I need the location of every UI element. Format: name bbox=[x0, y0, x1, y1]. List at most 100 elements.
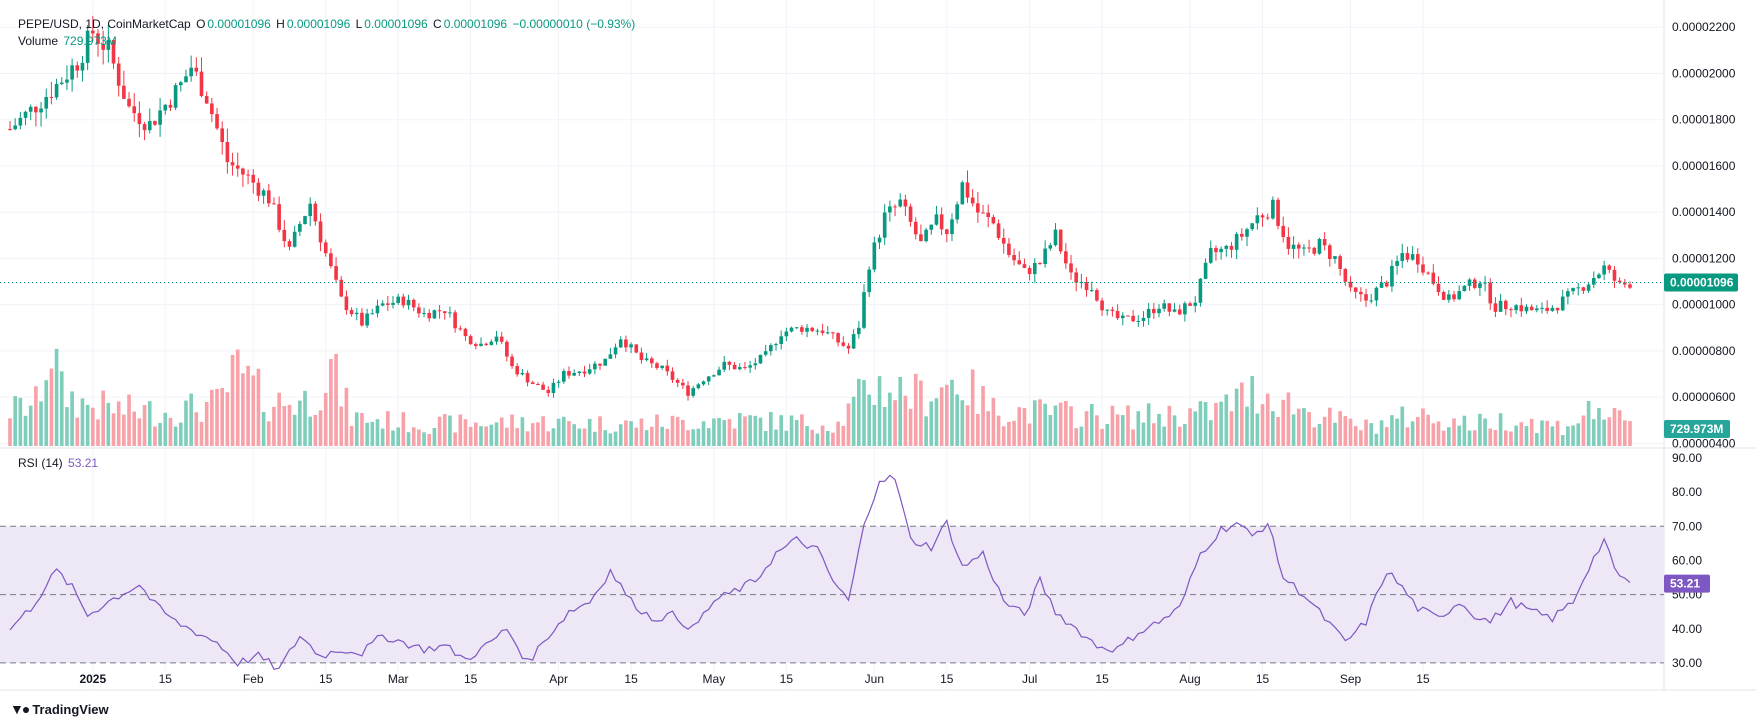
time-tick-label: 15 bbox=[1256, 672, 1270, 686]
volume-bar bbox=[546, 431, 551, 446]
candle-body bbox=[417, 307, 421, 314]
candle-body bbox=[1612, 269, 1617, 281]
volume-bar bbox=[1043, 403, 1047, 446]
candle-body bbox=[1421, 264, 1425, 273]
volume-bar bbox=[1353, 426, 1358, 446]
volume-bar bbox=[1022, 408, 1027, 446]
volume-bar bbox=[1177, 426, 1182, 446]
candle-body bbox=[1012, 254, 1016, 261]
volume-bar bbox=[763, 430, 768, 446]
time-tick-label: 15 bbox=[624, 672, 638, 686]
candle-body bbox=[1395, 260, 1399, 266]
volume-bar bbox=[1027, 423, 1032, 446]
volume-bar bbox=[541, 416, 545, 446]
candle-body bbox=[1302, 247, 1306, 249]
volume-bar bbox=[292, 414, 297, 446]
volume-bar bbox=[737, 413, 742, 446]
candle-body bbox=[1415, 254, 1420, 265]
candle-body bbox=[1535, 308, 1539, 311]
volume-bar bbox=[779, 415, 783, 446]
volume-bar bbox=[515, 428, 520, 446]
candle-body bbox=[1095, 290, 1099, 301]
candle-body bbox=[401, 296, 406, 306]
volume-bar bbox=[1535, 433, 1539, 446]
candle-body bbox=[613, 347, 618, 355]
volume-bar bbox=[318, 410, 323, 446]
rsi-line bbox=[9, 474, 1631, 670]
volume-bar bbox=[970, 369, 975, 446]
candle-body bbox=[1550, 307, 1555, 311]
candle-body bbox=[1120, 315, 1125, 319]
volume-bar bbox=[696, 428, 701, 446]
volume-bar bbox=[256, 368, 261, 446]
volume-bar bbox=[1566, 426, 1570, 446]
volume-bars bbox=[8, 348, 1632, 446]
candle-body bbox=[448, 312, 452, 314]
volume-bar bbox=[567, 421, 571, 446]
volume-bar bbox=[1136, 411, 1141, 446]
candle-body bbox=[877, 237, 882, 243]
volume-bar bbox=[1074, 428, 1079, 446]
volume-bar bbox=[1291, 414, 1296, 446]
candle-body bbox=[857, 327, 861, 335]
candle-body bbox=[1327, 245, 1332, 259]
candle-body bbox=[1405, 253, 1410, 260]
volume-bar bbox=[1467, 430, 1472, 446]
candle-body bbox=[919, 234, 923, 242]
volume-bar bbox=[815, 433, 820, 446]
candle-body bbox=[106, 40, 111, 50]
volume-bar bbox=[1105, 424, 1110, 446]
volume-bar bbox=[831, 432, 835, 446]
volume-bar bbox=[1369, 423, 1374, 446]
volume-bar bbox=[572, 424, 576, 446]
volume-bar bbox=[91, 407, 95, 446]
volume-bar bbox=[598, 416, 602, 446]
volume-bar bbox=[608, 433, 613, 446]
candle-body bbox=[422, 312, 426, 314]
candle-body bbox=[1167, 303, 1172, 312]
candle-body bbox=[1338, 256, 1342, 269]
volume-bar bbox=[1214, 402, 1218, 446]
volume-bar bbox=[1524, 426, 1529, 446]
candle-body bbox=[536, 384, 540, 386]
candle-body bbox=[774, 344, 778, 346]
time-tick-label: Jul bbox=[1022, 672, 1037, 686]
candle-body bbox=[489, 341, 494, 345]
volume-bar bbox=[976, 413, 980, 446]
candle-body bbox=[204, 96, 209, 104]
candle-body bbox=[1317, 239, 1322, 254]
symbol-title: PEPE/USD, 1D, CoinMarketCap bbox=[18, 17, 191, 31]
candle-body bbox=[1069, 263, 1073, 273]
volume-bar bbox=[1048, 414, 1053, 446]
candle-body bbox=[882, 212, 887, 238]
candle-body bbox=[1400, 253, 1405, 261]
volume-bar bbox=[520, 417, 525, 446]
candle-body bbox=[763, 351, 768, 355]
candle-body bbox=[235, 165, 240, 169]
candle-body bbox=[1172, 309, 1177, 312]
candle-body bbox=[1183, 303, 1187, 315]
volume-bar bbox=[996, 415, 1001, 446]
volume-bar bbox=[665, 428, 670, 446]
candle-body bbox=[334, 266, 338, 280]
candle-body bbox=[510, 356, 514, 367]
volume-bar bbox=[468, 426, 473, 446]
candle-body bbox=[686, 385, 690, 396]
candle-body bbox=[1586, 284, 1591, 291]
candle-body bbox=[991, 217, 996, 224]
volume-bar bbox=[1374, 433, 1379, 446]
volume-bar bbox=[1529, 418, 1534, 446]
volume-bar bbox=[1286, 392, 1291, 446]
volume-bar bbox=[422, 432, 426, 446]
tradingview-logo[interactable]: ▼● TradingView bbox=[10, 701, 109, 717]
time-tick-label: 15 bbox=[464, 672, 478, 686]
candle-body bbox=[132, 106, 137, 114]
volume-bar bbox=[530, 423, 535, 446]
volume-bar bbox=[706, 428, 711, 446]
candle-body bbox=[1374, 287, 1379, 301]
volume-bar bbox=[722, 420, 727, 446]
candle-body bbox=[292, 231, 297, 247]
volume-bar bbox=[406, 432, 411, 446]
candle-body bbox=[396, 296, 400, 303]
